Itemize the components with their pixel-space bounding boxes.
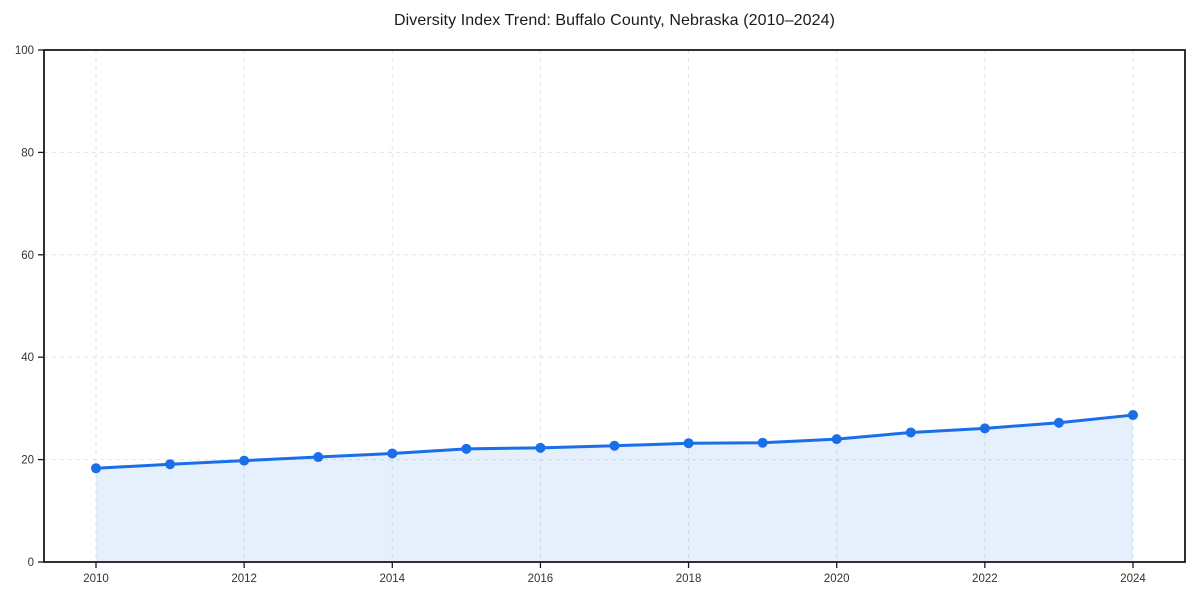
x-axis-tick-label: 2024 <box>1120 573 1146 585</box>
data-point <box>1053 417 1064 428</box>
x-axis-tick-label: 2014 <box>379 573 405 585</box>
x-axis-tick-label: 2016 <box>528 573 554 585</box>
area-fill <box>96 415 1133 562</box>
y-axis-tick-label: 80 <box>21 147 34 159</box>
data-point <box>239 455 250 466</box>
data-point <box>387 448 398 459</box>
y-axis-tick-label: 40 <box>21 352 34 364</box>
data-point <box>757 437 768 448</box>
x-axis-tick-label: 2012 <box>231 573 257 585</box>
data-point <box>609 440 620 451</box>
data-point <box>905 427 916 438</box>
x-axis-tick-label: 2010 <box>83 573 109 585</box>
y-axis-tick-label: 60 <box>21 250 34 262</box>
x-axis-tick-label: 2018 <box>676 573 702 585</box>
y-axis-tick-label: 100 <box>15 45 34 57</box>
x-axis-tick-label: 2022 <box>972 573 998 585</box>
plot-area <box>44 50 1185 562</box>
data-point <box>831 434 842 445</box>
data-point <box>313 452 324 463</box>
data-point <box>979 423 990 434</box>
chart-title: Diversity Index Trend: Buffalo County, N… <box>393 12 836 29</box>
data-point <box>683 438 694 449</box>
data-point <box>1127 410 1138 421</box>
data-point <box>91 463 101 474</box>
plot-border <box>43 49 1186 563</box>
data-point <box>165 459 176 470</box>
data-point <box>535 442 546 453</box>
y-axis-tick-label: 0 <box>28 557 34 569</box>
data-point <box>461 443 472 454</box>
x-axis-tick-label: 2020 <box>824 573 850 585</box>
y-axis-tick-label: 20 <box>21 455 34 467</box>
